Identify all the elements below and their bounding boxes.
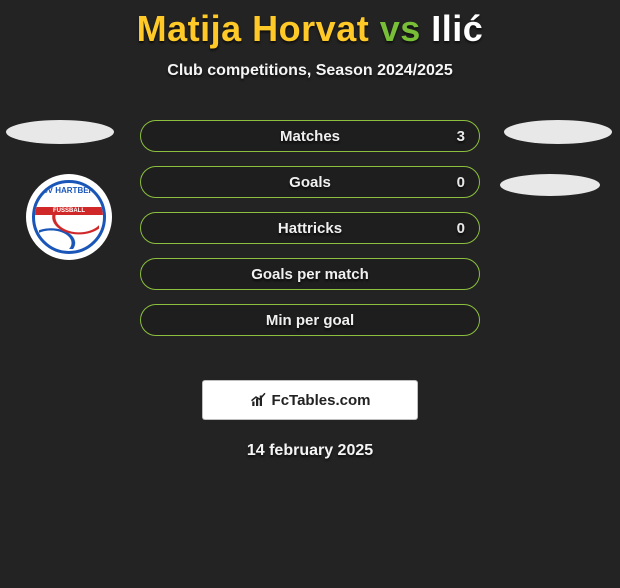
- stat-label: Hattricks: [278, 220, 342, 237]
- stat-value: 3: [457, 128, 465, 145]
- stat-label: Goals per match: [251, 266, 369, 283]
- stat-pill: Matches 3: [140, 120, 480, 152]
- stats-area: TSV HARTBERG FUSSBALL Matches3Goals0Hatt…: [0, 114, 620, 374]
- placeholder-ellipse-left: [6, 120, 114, 144]
- stat-pill: Goals per match: [140, 258, 480, 290]
- page-title: Matija Horvat vs Ilić: [0, 8, 620, 50]
- title-player2: Ilić: [431, 8, 483, 49]
- stat-value: 0: [457, 220, 465, 237]
- subtitle: Club competitions, Season 2024/2025: [0, 62, 620, 80]
- brand-text: FcTables.com: [272, 392, 371, 409]
- stat-pill: Hattricks 0: [140, 212, 480, 244]
- stat-label: Goals: [289, 174, 331, 191]
- stat-label: Matches: [280, 128, 340, 145]
- chart-bar-icon: [250, 391, 268, 409]
- title-player1: Matija Horvat: [137, 8, 370, 49]
- date-text: 14 february 2025: [0, 442, 620, 460]
- placeholder-ellipse-right-1: [504, 120, 612, 144]
- stat-value: 0: [457, 174, 465, 191]
- stat-pill: Goals 0: [140, 166, 480, 198]
- club-logo-inner: TSV HARTBERG FUSSBALL: [32, 180, 106, 254]
- stat-label: Min per goal: [266, 312, 354, 329]
- stat-pill: Min per goal: [140, 304, 480, 336]
- placeholder-ellipse-right-2: [500, 174, 600, 196]
- club-logo-top-text: TSV HARTBERG: [35, 187, 103, 195]
- club-logo: TSV HARTBERG FUSSBALL: [26, 174, 112, 260]
- club-logo-swoosh: [39, 213, 99, 249]
- title-vs: vs: [380, 8, 421, 49]
- brand-box[interactable]: FcTables.com: [202, 380, 418, 420]
